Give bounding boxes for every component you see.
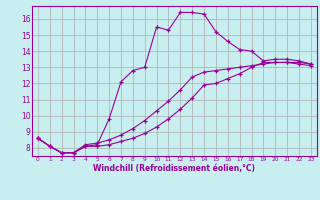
X-axis label: Windchill (Refroidissement éolien,°C): Windchill (Refroidissement éolien,°C) — [93, 164, 255, 173]
